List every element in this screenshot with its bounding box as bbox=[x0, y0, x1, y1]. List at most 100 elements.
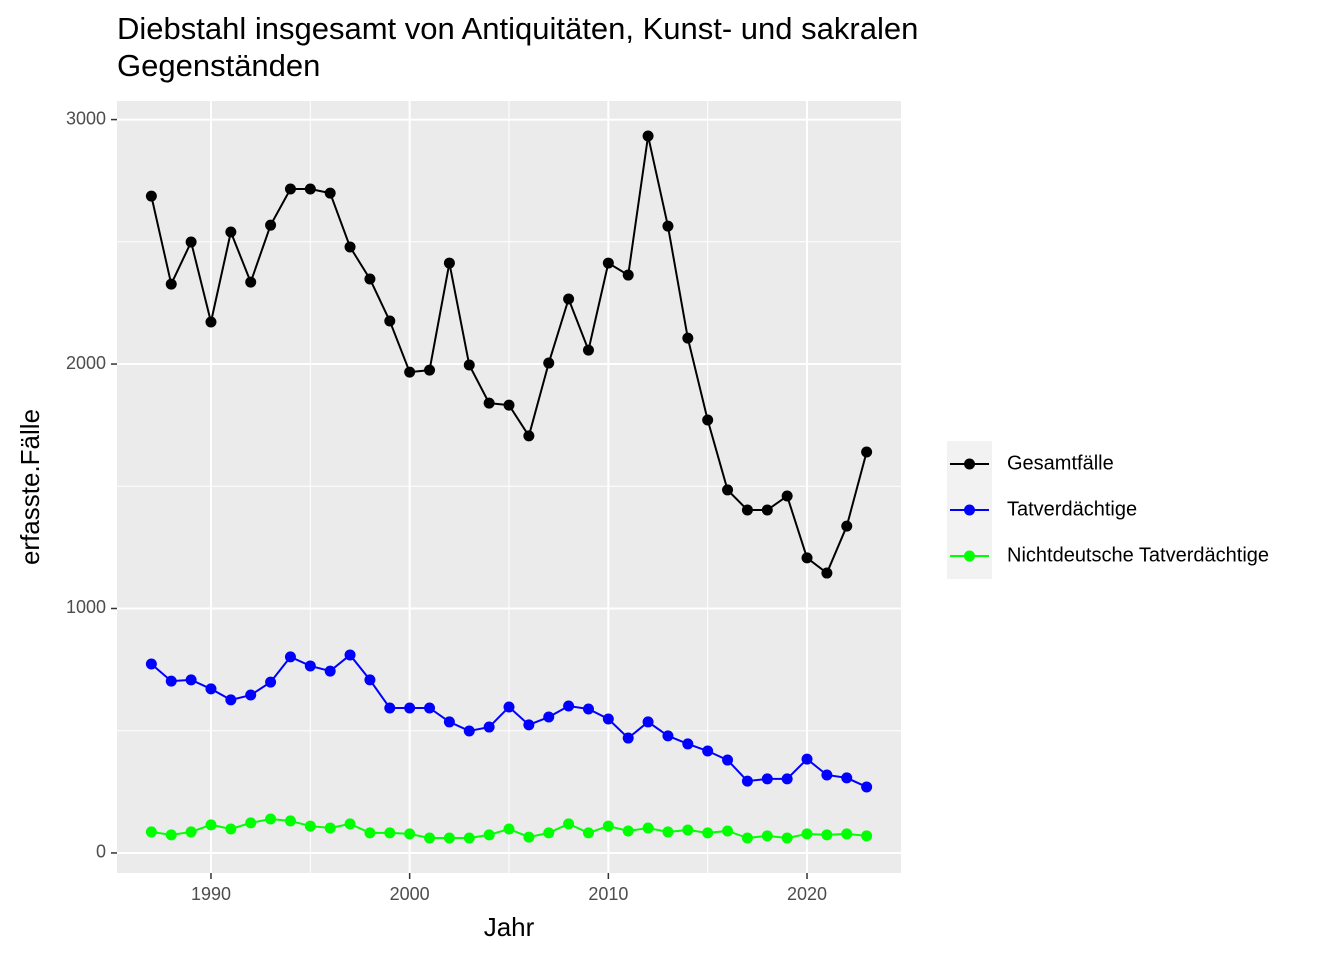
y-tick-label: 2000 bbox=[66, 353, 106, 373]
data-point bbox=[185, 826, 197, 838]
data-point bbox=[741, 504, 753, 516]
x-axis-title: Jahr bbox=[484, 912, 535, 942]
data-point bbox=[702, 827, 714, 839]
data-point bbox=[364, 827, 376, 839]
data-point bbox=[761, 504, 773, 516]
data-point bbox=[225, 226, 237, 238]
data-point bbox=[324, 665, 336, 677]
data-point bbox=[265, 813, 277, 825]
data-point bbox=[781, 832, 793, 844]
data-point bbox=[543, 357, 555, 369]
x-tick-label: 1990 bbox=[191, 884, 231, 904]
data-point bbox=[284, 815, 296, 827]
data-point bbox=[602, 713, 614, 725]
data-point bbox=[662, 826, 674, 838]
data-point bbox=[781, 773, 793, 785]
data-point bbox=[801, 828, 813, 840]
data-point bbox=[205, 316, 217, 328]
legend-key-point bbox=[964, 504, 975, 516]
data-point bbox=[245, 817, 257, 829]
data-point bbox=[702, 414, 714, 426]
data-point bbox=[165, 278, 177, 290]
data-point bbox=[563, 818, 575, 830]
legend-label: Tatverdächtige bbox=[1007, 498, 1137, 520]
data-point bbox=[205, 819, 217, 831]
data-point bbox=[185, 236, 197, 248]
data-point bbox=[841, 828, 853, 840]
data-point bbox=[463, 832, 475, 844]
data-point bbox=[741, 775, 753, 787]
data-point bbox=[404, 702, 416, 714]
data-point bbox=[821, 829, 833, 841]
data-point bbox=[265, 219, 277, 231]
data-point bbox=[662, 220, 674, 232]
data-point bbox=[503, 701, 515, 713]
data-point bbox=[284, 651, 296, 663]
y-tick-label: 0 bbox=[96, 842, 106, 862]
data-point bbox=[722, 484, 734, 496]
chart-title: Gegenständen bbox=[117, 48, 320, 83]
x-tick-label: 2000 bbox=[390, 884, 430, 904]
data-point bbox=[165, 829, 177, 841]
data-point bbox=[722, 754, 734, 766]
data-point bbox=[384, 315, 396, 327]
data-point bbox=[344, 649, 356, 661]
data-point bbox=[245, 689, 257, 701]
data-point bbox=[861, 446, 873, 458]
data-point bbox=[404, 366, 416, 378]
data-point bbox=[662, 730, 674, 742]
data-point bbox=[622, 825, 634, 837]
data-point bbox=[642, 130, 654, 142]
data-point bbox=[145, 658, 157, 670]
data-point bbox=[861, 781, 873, 793]
data-point bbox=[463, 359, 475, 371]
data-point bbox=[523, 430, 535, 442]
data-point bbox=[563, 700, 575, 712]
data-point bbox=[443, 716, 455, 728]
data-point bbox=[145, 826, 157, 838]
data-point bbox=[602, 257, 614, 269]
data-point bbox=[821, 567, 833, 579]
data-point bbox=[841, 772, 853, 784]
data-point bbox=[622, 269, 634, 281]
legend-label: Nichtdeutsche Tatverdächtige bbox=[1007, 544, 1269, 566]
data-point bbox=[483, 829, 495, 841]
data-point bbox=[284, 183, 296, 195]
x-tick-label: 2010 bbox=[588, 884, 628, 904]
data-point bbox=[424, 364, 436, 376]
data-point bbox=[304, 820, 316, 832]
data-point bbox=[642, 716, 654, 728]
data-point bbox=[404, 828, 416, 840]
data-point bbox=[761, 773, 773, 785]
data-point bbox=[543, 711, 555, 723]
data-point bbox=[463, 725, 475, 737]
data-point bbox=[702, 745, 714, 757]
data-point bbox=[483, 721, 495, 733]
data-point bbox=[443, 257, 455, 269]
data-point bbox=[225, 823, 237, 835]
data-point bbox=[642, 822, 654, 834]
data-point bbox=[344, 241, 356, 253]
data-point bbox=[622, 732, 634, 744]
data-point bbox=[761, 830, 773, 842]
legend-key-point bbox=[964, 550, 975, 562]
data-point bbox=[582, 703, 594, 715]
data-point bbox=[682, 332, 694, 344]
y-axis-title: erfasste.Fälle bbox=[15, 409, 45, 565]
data-point bbox=[682, 738, 694, 750]
data-point bbox=[582, 827, 594, 839]
data-point bbox=[245, 276, 257, 288]
legend-key-point bbox=[964, 458, 975, 470]
data-point bbox=[304, 660, 316, 672]
data-point bbox=[344, 818, 356, 830]
data-point bbox=[324, 822, 336, 834]
data-point bbox=[801, 552, 813, 564]
data-point bbox=[841, 520, 853, 532]
data-point bbox=[801, 753, 813, 765]
data-point bbox=[821, 769, 833, 781]
y-tick-label: 3000 bbox=[66, 108, 106, 128]
data-point bbox=[563, 293, 575, 305]
data-point bbox=[304, 183, 316, 195]
data-point bbox=[722, 825, 734, 837]
y-tick-label: 1000 bbox=[66, 597, 106, 617]
